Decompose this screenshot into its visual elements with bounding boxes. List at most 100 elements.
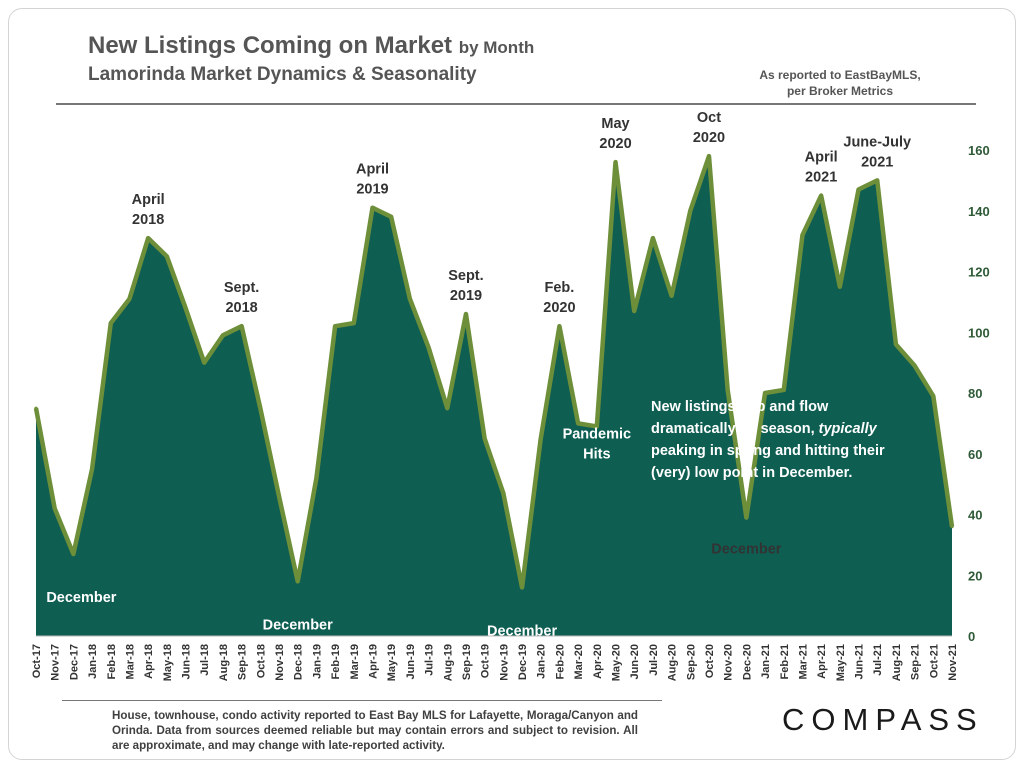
y-tick-80: 80: [968, 386, 982, 401]
title-main: New Listings Coming on Market: [88, 32, 453, 59]
data-point-may-19: [389, 215, 393, 219]
footnote: House, townhouse, condo activity reporte…: [112, 709, 638, 752]
source-line-1: As reported to EastBayMLS,: [759, 68, 921, 82]
x-tick-nov-20: Nov-20: [723, 644, 735, 681]
header-divider: [56, 103, 976, 105]
x-tick-nov-19: Nov-19: [498, 644, 510, 681]
compass-logo: COMPASS: [782, 702, 984, 737]
annotation-4: Feb. 2020: [543, 280, 575, 316]
x-tick-nov-18: Nov-18: [274, 644, 286, 681]
data-point-sep-20: [688, 209, 692, 213]
x-tick-mar-18: Mar-18: [124, 644, 136, 679]
x-tick-oct-20: Oct-20: [704, 644, 716, 678]
data-point-jun-20: [632, 309, 636, 313]
series-line: [33, 153, 955, 590]
data-point-may-20: [613, 160, 618, 164]
annotation-10-line-0: December: [263, 617, 333, 633]
data-point-dec-20: [744, 515, 748, 520]
data-point-nov-20: [726, 388, 730, 392]
annotation-3-line-0: Sept.: [448, 268, 483, 284]
callout-emphasis: typically: [819, 421, 878, 437]
y-tick-120: 120: [968, 265, 990, 280]
annotation-0-line-1: 2018: [132, 212, 164, 228]
annotation-2: April 2019: [356, 162, 389, 198]
data-point-sep-18: [240, 324, 244, 328]
y-tick-60: 60: [968, 447, 982, 462]
x-tick-aug-19: Aug-19: [442, 644, 454, 681]
data-point-sep-19: [464, 312, 468, 316]
area-fill: [36, 156, 952, 636]
x-tick-jan-21: Jan-21: [760, 644, 772, 679]
callout-line-1: dramatically by season, typically: [651, 421, 878, 437]
source-line-2: per Broker Metrics: [786, 84, 894, 98]
callout-text: New listings ebb and flow dramatically by…: [651, 399, 885, 481]
callout-line-3: (very) low point in December.: [651, 465, 852, 481]
data-point-apr-20: [595, 424, 599, 429]
x-tick-mar-21: Mar-21: [797, 644, 809, 679]
annotation-4-line-1: 2020: [543, 300, 575, 316]
x-tick-may-18: May-18: [162, 644, 174, 681]
x-tick-may-21: May-21: [835, 644, 847, 681]
data-point-oct-18: [258, 406, 262, 410]
callout-line-2: peaking in spring and hitting their: [651, 443, 885, 459]
data-point-jul-19: [426, 345, 431, 350]
x-tick-oct-18: Oct-18: [255, 644, 267, 678]
y-tick-160: 160: [968, 143, 990, 158]
x-tick-sep-19: Sep-19: [461, 644, 473, 680]
x-tick-jan-19: Jan-19: [311, 644, 323, 679]
x-tick-feb-21: Feb-21: [779, 644, 791, 679]
annotation-8: June-July 2021: [843, 134, 911, 170]
annotation-6-line-1: 2020: [693, 130, 725, 146]
data-point-nov-19: [501, 491, 505, 495]
x-tick-sep-20: Sep-20: [685, 644, 697, 680]
annotation-2-line-0: April: [356, 162, 389, 178]
annotation-8-line-0: June-July: [843, 134, 911, 150]
title-suffix: by Month: [458, 38, 535, 57]
x-tick-dec-20: Dec-20: [741, 644, 753, 680]
data-point-jul-21: [875, 178, 879, 182]
annotation-12-line-0: December: [711, 542, 781, 558]
data-point-jun-19: [408, 297, 412, 301]
x-tick-nov-21: Nov-21: [947, 644, 959, 681]
annotation-13: Pandemic Hits: [563, 426, 632, 462]
x-tick-aug-20: Aug-20: [667, 644, 679, 681]
annotation-8-line-1: 2021: [861, 154, 893, 170]
data-point-jan-21: [763, 391, 767, 395]
annotation-7-line-0: April: [805, 150, 838, 166]
data-point-nov-21: [950, 525, 954, 529]
data-point-apr-21: [819, 193, 823, 198]
annotation-5: May 2020: [599, 116, 631, 152]
x-tick-dec-17: Dec-17: [68, 644, 80, 680]
data-point-oct-21: [931, 394, 935, 398]
annotation-6-line-0: Oct: [697, 110, 721, 126]
annotation-1-line-1: 2018: [225, 300, 257, 316]
x-tick-jan-20: Jan-20: [536, 644, 548, 679]
data-point-nov-17: [53, 506, 57, 511]
x-tick-dec-18: Dec-18: [293, 644, 305, 680]
annotation-7: April 2021: [805, 150, 838, 186]
axis-layer: 0 20 40 60 80 100 120 140 160 Oct-17 Nov-17 Dec-17 J…: [31, 143, 990, 681]
x-tick-jun-20: Jun-20: [629, 644, 641, 679]
data-point-jul-18: [202, 361, 206, 365]
x-tick-sep-21: Sep-21: [910, 644, 922, 680]
annotation-6: Oct 2020: [693, 110, 725, 146]
callout-line-1-a: dramatically by season,: [651, 421, 819, 437]
y-tick-20: 20: [968, 568, 982, 583]
x-tick-nov-17: Nov-17: [50, 644, 62, 681]
x-tick-oct-21: Oct-21: [928, 644, 940, 678]
data-point-aug-19: [445, 406, 449, 410]
x-tick-jul-21: Jul-21: [872, 644, 884, 676]
annotation-11-line-0: December: [487, 623, 557, 639]
annotation-7-line-1: 2021: [805, 170, 837, 186]
annotation-3-line-1: 2019: [450, 288, 482, 304]
x-tick-jun-19: Jun-19: [405, 644, 417, 679]
annotation-3: Sept. 2019: [448, 268, 483, 304]
x-tick-jun-21: Jun-21: [854, 644, 866, 679]
data-point-oct-20: [707, 154, 711, 158]
data-point-jun-18: [183, 306, 188, 310]
data-point-dec-19: [520, 585, 524, 590]
chart-subtitle: Lamorinda Market Dynamics & Seasonality: [88, 64, 477, 85]
chart-title: New Listings Coming on Market by Month: [88, 32, 534, 60]
annotation-1-line-0: Sept.: [224, 280, 259, 296]
data-point-nov-18: [277, 494, 281, 498]
